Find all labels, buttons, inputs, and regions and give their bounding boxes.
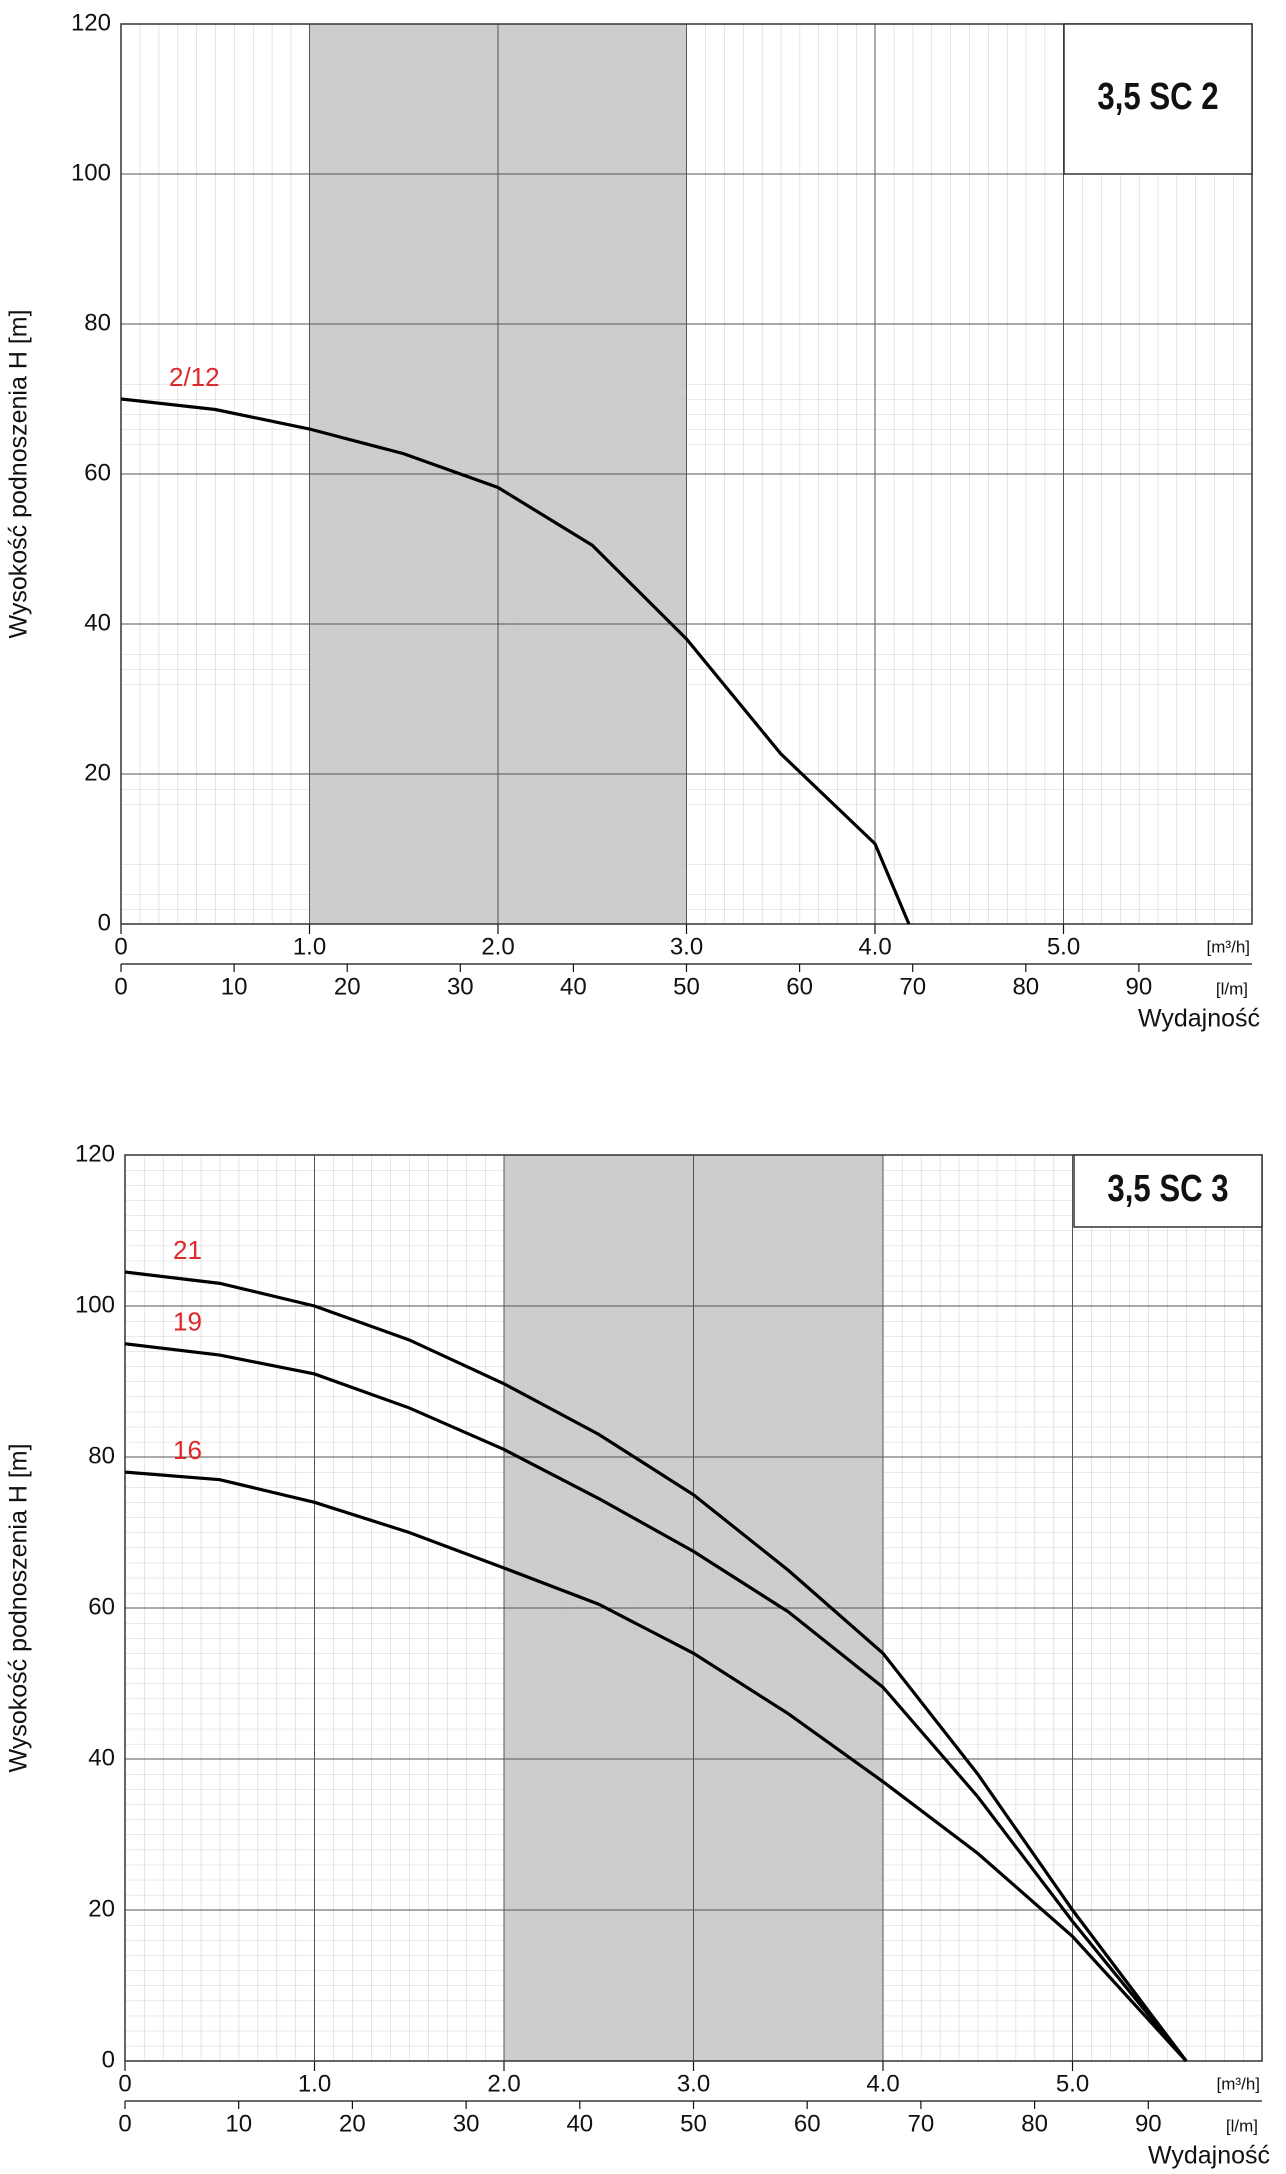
series-line xyxy=(124,1470,1188,2063)
y-tick-label: 0 xyxy=(102,2046,115,2073)
x2-tick-label: 70 xyxy=(908,2110,935,2137)
series-line xyxy=(120,397,911,925)
chart-title: 3,5 SC 3 xyxy=(1107,1168,1228,1210)
x2-tick-label: 90 xyxy=(1135,2110,1162,2137)
x2-tick-label: 80 xyxy=(1021,2110,1048,2137)
x2-tick-label: 90 xyxy=(1126,973,1153,1000)
x-tick-label: 3.0 xyxy=(670,933,703,960)
chart: 0 20 40 60 80 100 120 0 1.0 2.0 3.0 4.0 5.0 0 10 20 30 40… xyxy=(5,9,1260,1032)
x-tick-label: 2.0 xyxy=(487,2070,520,2097)
x2-tick-label: 0 xyxy=(114,973,127,1000)
x-tick-label: 5.0 xyxy=(1056,2070,1089,2097)
y-tick-label: 60 xyxy=(88,1593,115,1620)
x2-tick-label: 80 xyxy=(1012,973,1039,1000)
x2-tick-label: 0 xyxy=(118,2110,131,2137)
x-tick-label: 2.0 xyxy=(481,933,514,960)
x2-tick-label: 20 xyxy=(339,2110,366,2137)
y-axis-label: Wysokość podnoszenia H [m] xyxy=(5,1443,33,1772)
x-axis-label: Wydajność xyxy=(1138,1005,1260,1033)
series-label: 2/12 xyxy=(169,362,220,392)
x-tick-label: 0 xyxy=(118,2070,131,2097)
x-unit: [m³/h] xyxy=(1217,2074,1260,2093)
x-tick-label: 0 xyxy=(114,933,127,960)
x2-tick-label: 50 xyxy=(680,2110,707,2137)
y-tick-label: 80 xyxy=(88,1442,115,1469)
x2-tick-label: 20 xyxy=(334,973,361,1000)
y-tick-label: 120 xyxy=(75,1140,115,1167)
y-axis-label: Wysokość podnoszenia H [m] xyxy=(5,309,33,638)
x2-tick-label: 50 xyxy=(673,973,700,1000)
series-label: 19 xyxy=(173,1307,202,1337)
plot-frame xyxy=(120,23,1253,925)
series-label: 16 xyxy=(173,1435,202,1465)
x-tick-label: 3.0 xyxy=(677,2070,710,2097)
y-tick-label: 40 xyxy=(84,609,111,636)
x-tick-label: 1.0 xyxy=(298,2070,331,2097)
y-tick-label: 100 xyxy=(75,1291,115,1318)
chart-title: 3,5 SC 2 xyxy=(1097,76,1218,118)
x2-tick-label: 10 xyxy=(225,2110,252,2137)
y-tick-label: 20 xyxy=(84,759,111,786)
y-tick-label: 120 xyxy=(71,9,111,36)
x2-tick-label: 70 xyxy=(899,973,926,1000)
x2-tick-label: 40 xyxy=(560,973,587,1000)
y-tick-label: 20 xyxy=(88,1895,115,1922)
y-tick-label: 40 xyxy=(88,1744,115,1771)
y-tick-label: 100 xyxy=(71,159,111,186)
y-tick-label: 0 xyxy=(98,909,111,936)
y-tick-label: 80 xyxy=(84,309,111,336)
x2-tick-label: 60 xyxy=(794,2110,821,2137)
title-box xyxy=(1073,1154,1263,1228)
x2-tick-label: 30 xyxy=(447,973,474,1000)
x2-tick-label: 10 xyxy=(221,973,248,1000)
x-tick-label: 4.0 xyxy=(858,933,891,960)
series-line xyxy=(124,1342,1188,2063)
title-box xyxy=(1063,23,1253,175)
x2-tick-label: 60 xyxy=(786,973,813,1000)
x-tick-label: 4.0 xyxy=(866,2070,899,2097)
series-line xyxy=(124,1270,1188,2062)
x2-tick-label: 30 xyxy=(453,2110,480,2137)
x-unit: [m³/h] xyxy=(1207,937,1250,956)
x2-unit: [l/m] xyxy=(1226,2116,1258,2135)
series-label: 21 xyxy=(173,1235,202,1265)
plot-frame xyxy=(124,1154,1263,2062)
y-tick-label: 60 xyxy=(84,459,111,486)
x-tick-label: 1.0 xyxy=(293,933,326,960)
x-axis-label: Wydajność xyxy=(1148,2142,1270,2169)
x2-tick-label: 40 xyxy=(566,2110,593,2137)
x2-unit: [l/m] xyxy=(1216,979,1248,998)
x-tick-label: 5.0 xyxy=(1047,933,1080,960)
chart: 0 20 40 60 80 100 120 0 1.0 2.0 3.0 4.0 5.0 0 10 20 30 40… xyxy=(5,1140,1270,2169)
